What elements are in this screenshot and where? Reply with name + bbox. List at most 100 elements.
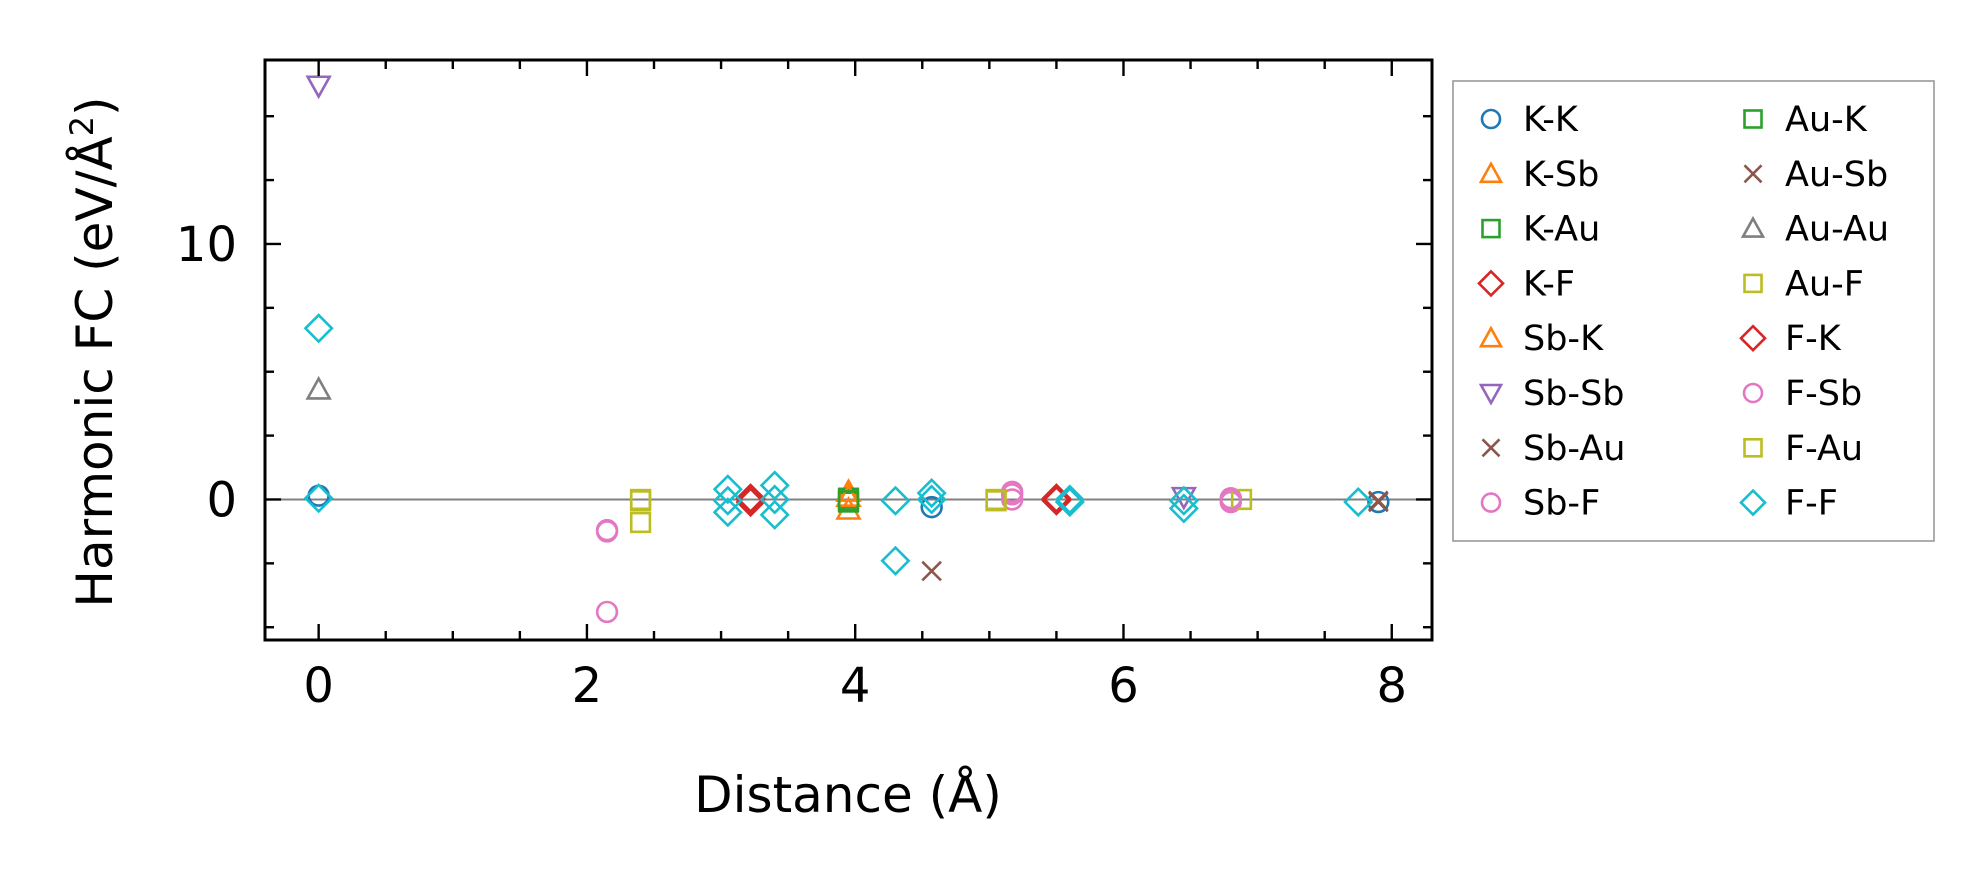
legend-marker-au-au — [1740, 215, 1766, 238]
legend-marker-sb-sb — [1478, 383, 1504, 406]
point-f-f-3 — [712, 485, 743, 516]
legend-label-f-sb: F-Sb — [1785, 374, 1862, 414]
point-f-f-9 — [880, 485, 911, 516]
y-axis-title-main: Harmonic FC (eV/Å — [66, 136, 124, 607]
point-sb-sb-0 — [305, 75, 332, 100]
legend-label-k-au: K-Au — [1523, 210, 1600, 250]
point-f-f-12 — [1054, 484, 1085, 515]
point-f-f-11 — [916, 484, 947, 515]
y-axis-title: Harmonic FC (eV/Å2) — [63, 96, 124, 607]
legend-marker-k-au — [1481, 218, 1501, 239]
x-tick-label: 0 — [303, 658, 334, 714]
point-k-k-1 — [920, 495, 943, 519]
legend-item-sb-f: Sb-F — [1480, 484, 1600, 524]
point-k-k-0 — [307, 484, 330, 507]
legend-marker-k-k — [1480, 108, 1502, 130]
legend-item-k-sb: K-Sb — [1478, 155, 1599, 195]
legend-marker-f-sb — [1742, 382, 1764, 404]
legend-label-f-au: F-Au — [1785, 429, 1863, 469]
point-f-au-1 — [985, 490, 1007, 512]
point-au-f-3 — [1230, 488, 1253, 511]
legend-label-f-k: F-K — [1785, 319, 1842, 359]
legend-label-sb-f: Sb-F — [1523, 484, 1600, 524]
legend-item-f-sb: F-Sb — [1742, 374, 1862, 414]
point-f-f-13 — [1054, 486, 1085, 518]
point-f-sb-1 — [1000, 483, 1024, 506]
point-f-k-0 — [735, 484, 766, 515]
legend-marker-k-sb — [1478, 161, 1504, 184]
point-k-k-2 — [1367, 490, 1390, 514]
series-f-sb — [595, 483, 1242, 543]
point-sb-au-0 — [921, 560, 942, 582]
point-f-f-2 — [712, 474, 743, 505]
point-f-f-16 — [1343, 486, 1374, 518]
point-f-f-10 — [916, 478, 947, 509]
point-f-f-7 — [759, 499, 790, 530]
legend-item-au-sb: Au-Sb — [1743, 155, 1888, 195]
plot-area — [265, 75, 1432, 624]
legend-item-au-f: Au-F — [1743, 264, 1864, 304]
point-sb-k-0 — [835, 483, 862, 508]
legend: K-K K-Sb K-Au K-F Sb-K Sb-Sb Sb-Au Sb-F Au-K Au-S… — [1452, 80, 1935, 542]
y-axis-title-close: ) — [66, 96, 124, 116]
legend-marker-f-k — [1739, 324, 1767, 353]
series-sb-k — [835, 483, 862, 508]
point-f-f-8 — [880, 545, 911, 576]
point-k-f-1 — [735, 486, 766, 518]
legend-label-au-f: Au-F — [1785, 264, 1864, 304]
point-f-f-4 — [712, 497, 743, 528]
y-axis-title-superscript: 2 — [63, 116, 101, 136]
legend-item-f-f: F-F — [1739, 484, 1838, 524]
point-f-f-5 — [759, 470, 790, 501]
point-f-f-1 — [303, 483, 334, 514]
series-f-f — [303, 313, 1374, 576]
legend-label-au-au: Au-Au — [1785, 210, 1889, 250]
point-f-f-14 — [1168, 485, 1199, 516]
legend-marker-k-f — [1477, 269, 1505, 298]
point-au-k-0 — [837, 490, 860, 512]
legend-marker-sb-f — [1480, 492, 1502, 513]
legend-item-au-k: Au-K — [1743, 100, 1868, 140]
legend-label-sb-sb: Sb-Sb — [1523, 374, 1625, 414]
plot-frame — [263, 58, 1434, 642]
point-sb-f-1 — [595, 600, 619, 624]
legend-item-sb-au: Sb-Au — [1481, 429, 1625, 469]
series-au-k — [837, 490, 860, 512]
legend-box — [1452, 80, 1935, 542]
legend-label-au-sb: Au-Sb — [1785, 155, 1888, 195]
point-au-sb-0 — [1368, 490, 1389, 512]
legend-item-f-k: F-K — [1739, 319, 1842, 359]
point-f-au-0 — [629, 490, 652, 512]
legend-label-f-f: F-F — [1785, 484, 1838, 524]
legend-marker-f-f — [1739, 488, 1767, 517]
y-tick-label: 0 — [206, 472, 237, 528]
series-sb-f — [595, 480, 1242, 624]
point-au-f-1 — [629, 511, 652, 534]
series-sb-sb — [305, 75, 1198, 511]
series-au-sb — [1368, 490, 1389, 512]
legend-item-f-au: F-Au — [1743, 429, 1863, 469]
legend-label-sb-k: Sb-K — [1523, 319, 1604, 359]
legend-item-sb-k: Sb-K — [1478, 319, 1604, 359]
y-tick-label: 10 — [176, 217, 237, 273]
point-f-sb-0 — [595, 520, 619, 543]
legend-item-k-au: K-Au — [1481, 210, 1600, 250]
legend-marker-f-au — [1743, 437, 1763, 458]
legend-label-sb-au: Sb-Au — [1523, 429, 1625, 469]
series-f-au — [629, 490, 1007, 512]
legend-item-k-f: K-F — [1477, 264, 1575, 304]
legend-marker-au-f — [1743, 273, 1763, 294]
axes: 0 2 4 6 8 0 10 — [176, 58, 1434, 714]
legend-label-k-f: K-F — [1523, 264, 1575, 304]
x-axis-title: Distance (Å) — [694, 766, 1002, 824]
point-au-au-0 — [305, 375, 332, 400]
x-tick-label: 8 — [1376, 658, 1407, 714]
legend-label-k-sb: K-Sb — [1523, 155, 1599, 195]
legend-label-k-k: K-K — [1523, 100, 1579, 140]
x-tick-label: 4 — [840, 658, 871, 714]
legend-label-au-k: Au-K — [1785, 100, 1868, 140]
point-f-sb-2 — [1219, 488, 1242, 511]
point-f-f-15 — [1168, 493, 1199, 524]
legend-item-sb-sb: Sb-Sb — [1478, 374, 1625, 414]
